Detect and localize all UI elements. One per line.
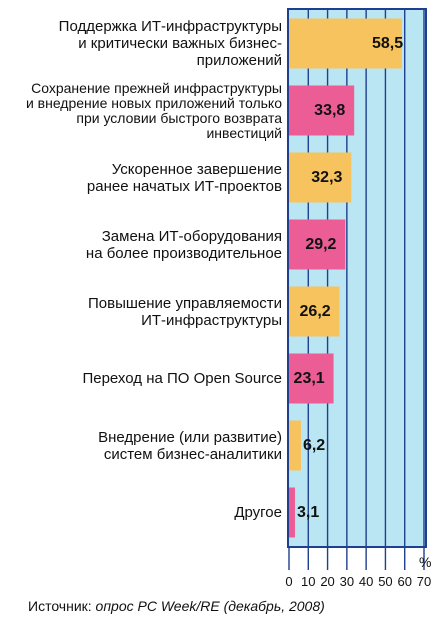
bar	[289, 85, 355, 136]
category-label: Замена ИТ-оборудования на более производ…	[85, 227, 282, 262]
category-label: Переход на ПО Open Source	[82, 370, 282, 387]
bar	[289, 420, 301, 471]
bar-value-label: 58,5	[372, 34, 404, 52]
bar	[289, 487, 295, 538]
bar	[289, 286, 340, 337]
source-text: опрос PC Week/RE (декабрь, 2008)	[95, 598, 325, 614]
unit-label: %	[419, 554, 432, 570]
category-label: Поддержка ИТ-инфраструктуры и критически…	[58, 18, 282, 69]
tick-label: 70	[416, 574, 432, 589]
bar	[289, 353, 334, 404]
source-note: Источник: опрос PC Week/RE (декабрь, 200…	[28, 598, 325, 614]
tick-label: 30	[339, 574, 355, 589]
bar-value-label: 6,2	[302, 436, 326, 454]
tick-label: 20	[320, 574, 335, 589]
tick-label: 10	[301, 574, 316, 589]
category-label: Внедрение (или развитие) систем бизнес-а…	[98, 428, 282, 463]
bar-value-label: 32,3	[311, 168, 343, 186]
bar-value-label: 33,8	[314, 101, 346, 119]
tick-label: 0	[285, 574, 293, 589]
bar	[289, 18, 402, 69]
category-label: Другое	[234, 504, 282, 521]
category-label: Ускоренное завершение ранее начатых ИТ-п…	[86, 160, 282, 195]
bar-value-label: 29,2	[305, 235, 337, 253]
category-label: Сохранение прежней инфраструктуры и внед…	[25, 79, 282, 141]
tick-label: 50	[378, 574, 393, 589]
bar	[289, 219, 346, 270]
bar-value-label: 23,1	[293, 369, 325, 387]
source-prefix: Источник:	[28, 598, 96, 614]
bar	[289, 152, 352, 203]
bar-value-label: 26,2	[299, 302, 331, 320]
tick-label: 40	[358, 574, 374, 589]
category-label: Повышение управляемости ИТ-инфраструктур…	[88, 294, 282, 329]
tick-label: 60	[397, 574, 412, 589]
bar-value-label: 3,1	[296, 503, 320, 521]
